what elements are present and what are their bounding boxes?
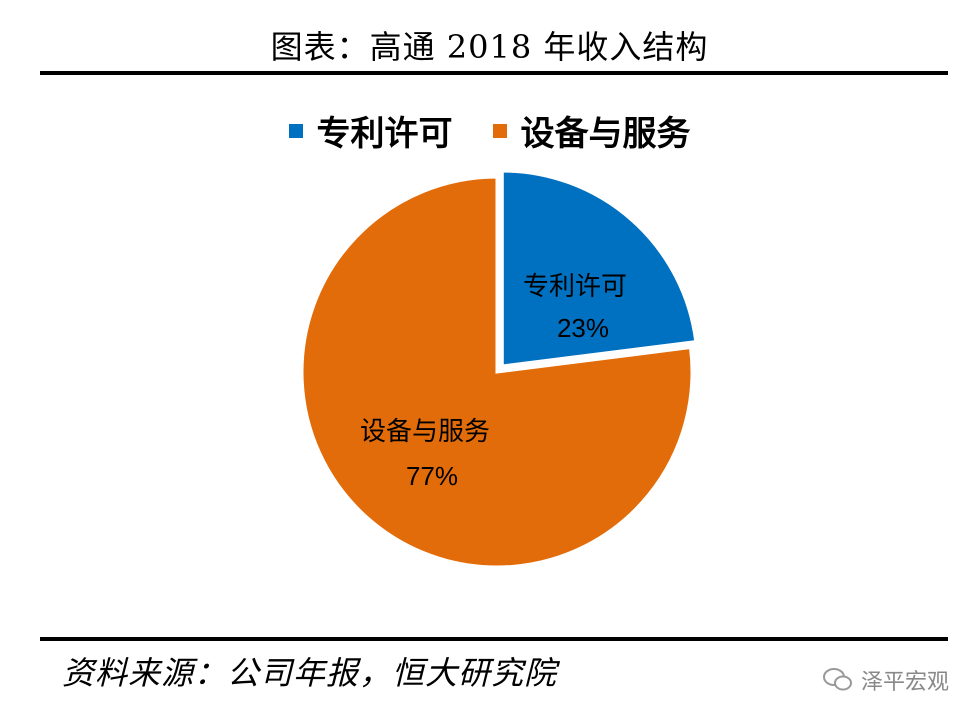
wechat-icon <box>822 668 852 691</box>
legend-label-equipment: 设备与服务 <box>520 114 691 154</box>
legend-swatch-patent <box>288 123 303 138</box>
legend-item-equipment: 设备与服务 <box>492 106 691 155</box>
source-note: 资料来源：公司年报，恒大研究院 <box>62 654 558 692</box>
slice-label-patent: 专利许可 <box>523 272 627 302</box>
top-divider <box>40 71 948 75</box>
slice-value-patent: 23% <box>557 313 609 343</box>
legend-label-patent: 专利许可 <box>316 114 453 154</box>
legend-swatch-equipment <box>492 123 507 138</box>
pie-slice-patent <box>500 169 698 368</box>
legend: 专利许可 设备与服务 <box>0 106 979 155</box>
slice-value-equipment: 77% <box>406 461 458 491</box>
pie-slice-equipment <box>300 175 694 569</box>
watermark: 泽平宏观 <box>822 664 949 696</box>
legend-item-patent: 专利许可 <box>288 106 453 155</box>
chart-title: 图表：高通 2018 年收入结构 <box>270 28 709 66</box>
watermark-text: 泽平宏观 <box>860 670 949 695</box>
bottom-divider <box>40 637 948 641</box>
slice-label-equipment: 设备与服务 <box>360 417 490 447</box>
